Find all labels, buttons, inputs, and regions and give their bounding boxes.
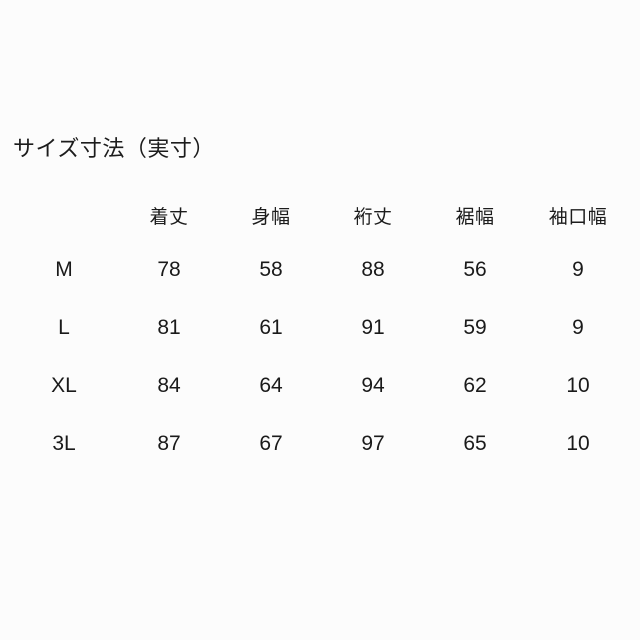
row-size-label: 3L	[52, 432, 76, 455]
column-header-kitake: 着丈	[149, 207, 189, 228]
cell-sodeguchihaba: 10	[566, 432, 590, 455]
table-row: L 81 61 91 59 9	[10, 299, 630, 357]
cell-mihaba: 67	[259, 432, 283, 455]
cell-mihaba: 61	[259, 316, 283, 339]
cell-susohaba: 56	[463, 258, 487, 281]
cell-kitake: 81	[157, 316, 181, 339]
table-row: 3L 87 67 97 65 10	[10, 415, 630, 473]
row-size-label: XL	[51, 374, 77, 397]
column-header-yukitake: 裄丈	[353, 207, 393, 228]
cell-kitake: 87	[157, 432, 181, 455]
column-header-mihaba: 身幅	[251, 207, 291, 228]
table-row: M 78 58 88 56 9	[10, 241, 630, 299]
row-size-label: L	[58, 316, 70, 339]
size-measurements-table: 着丈 身幅 裄丈 裾幅 袖口幅 M 78 58 88 56 9 L 81 61 …	[10, 190, 630, 473]
cell-susohaba: 65	[463, 432, 487, 455]
cell-kitake: 78	[157, 258, 181, 281]
cell-susohaba: 59	[463, 316, 487, 339]
cell-sodeguchihaba: 9	[572, 258, 584, 281]
cell-yukitake: 88	[361, 258, 385, 281]
cell-sodeguchihaba: 10	[566, 374, 590, 397]
column-header-sodeguchihaba: 袖口幅	[548, 207, 608, 228]
cell-yukitake: 97	[361, 432, 385, 455]
cell-mihaba: 64	[259, 374, 283, 397]
cell-mihaba: 58	[259, 258, 283, 281]
table-header-row: 着丈 身幅 裄丈 裾幅 袖口幅	[10, 190, 630, 241]
cell-kitake: 84	[157, 374, 181, 397]
cell-sodeguchihaba: 9	[572, 316, 584, 339]
column-header-size	[10, 190, 118, 241]
cell-yukitake: 91	[361, 316, 385, 339]
row-size-label: M	[55, 258, 73, 281]
column-header-susohaba: 裾幅	[455, 207, 495, 228]
cell-yukitake: 94	[361, 374, 385, 397]
page-title: サイズ寸法（実寸）	[13, 136, 215, 161]
table-row: XL 84 64 94 62 10	[10, 357, 630, 415]
cell-susohaba: 62	[463, 374, 487, 397]
